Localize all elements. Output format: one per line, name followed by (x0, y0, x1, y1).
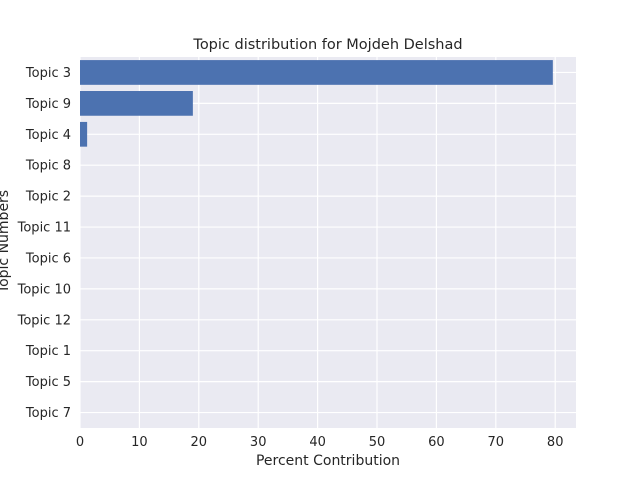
x-tick-label: 10 (131, 435, 148, 450)
y-tick-label: Topic 3 (25, 66, 71, 81)
bars (80, 60, 553, 147)
y-tick-label: Topic 1 (25, 344, 71, 359)
bar-topic-3 (80, 60, 553, 85)
y-tick-label: Topic 11 (17, 221, 71, 236)
y-tick-label: Topic 2 (25, 190, 71, 205)
y-axis-label: Topic Numbers (0, 190, 12, 294)
y-tick-label: Topic 6 (25, 251, 71, 266)
x-axis-label: Percent Contribution (256, 453, 400, 469)
y-tick-label: Topic 8 (25, 159, 71, 174)
x-tick-label: 80 (547, 435, 564, 450)
y-tick-label: Topic 12 (17, 313, 71, 328)
x-tick-label: 20 (191, 435, 208, 450)
bar-topic-4 (80, 121, 88, 147)
x-tick-label: 50 (369, 435, 386, 450)
y-tick-label: Topic 4 (25, 128, 71, 143)
x-tick-label: 40 (309, 435, 326, 450)
bar-topic-9 (80, 91, 193, 116)
y-tick-label: Topic 7 (25, 406, 71, 421)
y-tick-labels: Topic 3 Topic 9 Topic 4 Topic 8 Topic 2 Topic… (17, 66, 71, 421)
y-tick-label: Topic 5 (25, 375, 71, 390)
y-tick-label: Topic 9 (25, 97, 71, 112)
chart-title: Topic distribution for Mojdeh Delshad (192, 37, 462, 53)
plot-background (80, 57, 576, 428)
y-tick-label: Topic 10 (17, 282, 71, 297)
x-tick-label: 70 (488, 435, 505, 450)
x-tick-label: 30 (250, 435, 267, 450)
x-tick-label: 0 (76, 435, 84, 450)
x-tick-labels: 0 10 20 30 40 50 60 70 80 (76, 435, 564, 450)
x-tick-label: 60 (428, 435, 445, 450)
